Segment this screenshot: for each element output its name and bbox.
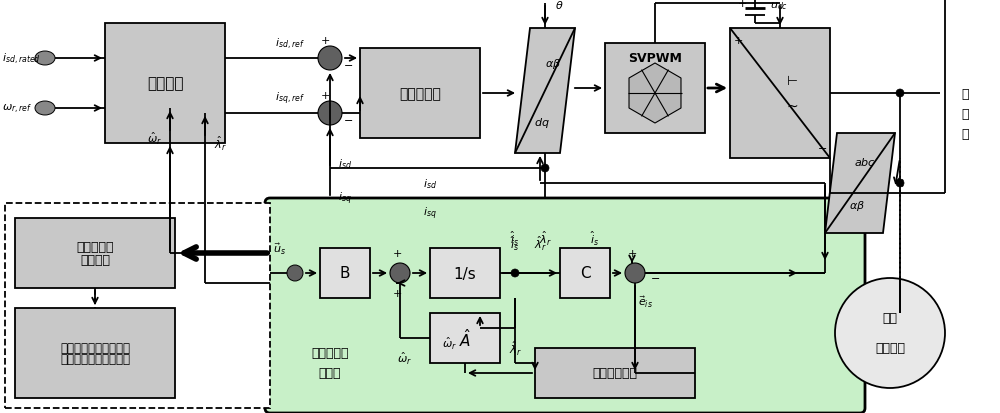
FancyBboxPatch shape	[560, 248, 610, 298]
Text: $-$: $-$	[817, 142, 827, 152]
Text: +: +	[733, 36, 743, 46]
Text: $\hat{\omega}_r$: $\hat{\omega}_r$	[442, 335, 458, 351]
Text: 连续域全阶: 连续域全阶	[311, 347, 349, 360]
Circle shape	[318, 102, 342, 126]
Text: +: +	[392, 288, 402, 298]
Circle shape	[625, 263, 645, 283]
Text: $i_{sd,ref}$: $i_{sd,ref}$	[275, 36, 305, 52]
Text: 电流调节器: 电流调节器	[399, 87, 441, 101]
FancyBboxPatch shape	[320, 248, 370, 298]
Text: $\vec{e}_{is}$: $\vec{e}_{is}$	[638, 294, 652, 309]
Text: $\alpha\beta$: $\alpha\beta$	[849, 199, 865, 212]
Text: SVPWM: SVPWM	[628, 52, 682, 65]
FancyBboxPatch shape	[605, 44, 705, 134]
Text: ~: ~	[786, 100, 798, 114]
Circle shape	[318, 47, 342, 71]
Text: $i_{sq}$: $i_{sq}$	[423, 205, 437, 222]
Polygon shape	[825, 134, 895, 233]
Text: 器: 器	[961, 127, 969, 140]
Text: $i_{sd,rated}$: $i_{sd,rated}$	[2, 51, 41, 66]
Text: 差、稳定性、计算量）: 差、稳定性、计算量）	[60, 353, 130, 366]
FancyBboxPatch shape	[730, 29, 830, 159]
Text: +: +	[392, 248, 402, 259]
Text: $\hat{i}_s$: $\hat{i}_s$	[590, 229, 600, 247]
Text: $\hat{\lambda}_r$: $\hat{\lambda}_r$	[539, 229, 551, 247]
Text: B: B	[340, 266, 350, 281]
Text: $\hat{i}_s$: $\hat{i}_s$	[510, 234, 520, 252]
Text: $dq$: $dq$	[534, 116, 550, 129]
Text: $abc$: $abc$	[854, 156, 876, 168]
Text: $\hat{\theta}$: $\hat{\theta}$	[555, 0, 564, 12]
Circle shape	[896, 180, 904, 188]
Text: $-$: $-$	[343, 114, 353, 124]
FancyBboxPatch shape	[265, 199, 865, 413]
Circle shape	[511, 269, 519, 277]
Polygon shape	[629, 64, 681, 124]
Text: $u_{dc}$: $u_{dc}$	[770, 0, 788, 12]
Text: 链观测器: 链观测器	[80, 253, 110, 266]
FancyBboxPatch shape	[430, 313, 500, 363]
Text: $i_{sd}$: $i_{sd}$	[338, 157, 352, 171]
Circle shape	[896, 90, 904, 98]
Text: $-$: $-$	[650, 271, 660, 281]
Text: $\vec{u}_s$: $\vec{u}_s$	[273, 241, 287, 256]
Ellipse shape	[35, 102, 55, 116]
Text: $\hat{i}_s$: $\hat{i}_s$	[510, 229, 520, 247]
Text: $i_{sq}$: $i_{sq}$	[338, 190, 352, 206]
Text: $\hat{A}$: $\hat{A}$	[459, 327, 471, 349]
Text: $\hat{\lambda}_r$: $\hat{\lambda}_r$	[214, 135, 226, 153]
Text: $\hat{\lambda}_r$: $\hat{\lambda}_r$	[534, 234, 546, 252]
Text: $\omega_{r,ref}$: $\omega_{r,ref}$	[2, 102, 32, 115]
Text: 离散全阶磁: 离散全阶磁	[76, 241, 114, 254]
FancyBboxPatch shape	[535, 348, 695, 398]
Text: 频: 频	[961, 107, 969, 120]
Text: 离散方法选取（离散误: 离散方法选取（离散误	[60, 341, 130, 354]
Ellipse shape	[35, 52, 55, 66]
Text: 高速: 高速	[883, 312, 898, 325]
Text: $\hat{\lambda}_r$: $\hat{\lambda}_r$	[509, 339, 521, 357]
Text: 变: 变	[961, 87, 969, 100]
Text: ⊢: ⊢	[787, 74, 797, 87]
Text: +: +	[737, 0, 747, 9]
Circle shape	[835, 278, 945, 388]
FancyBboxPatch shape	[105, 24, 225, 144]
FancyBboxPatch shape	[360, 49, 480, 139]
Text: $\alpha\beta$: $\alpha\beta$	[545, 57, 561, 71]
Text: +: +	[320, 91, 330, 101]
FancyBboxPatch shape	[5, 204, 270, 408]
Text: C: C	[580, 266, 590, 281]
Text: +: +	[627, 248, 637, 259]
Text: $\hat{\omega}_r$: $\hat{\omega}_r$	[147, 131, 163, 147]
Text: 转速自适应率: 转速自适应率	[592, 367, 638, 380]
FancyBboxPatch shape	[430, 248, 500, 298]
Text: 感应电机: 感应电机	[875, 342, 905, 355]
Polygon shape	[515, 29, 575, 154]
FancyBboxPatch shape	[15, 308, 175, 398]
Text: $-$: $-$	[343, 59, 353, 69]
FancyBboxPatch shape	[15, 218, 175, 288]
Text: $\hat{\omega}_r$: $\hat{\omega}_r$	[397, 350, 413, 366]
Text: $i_{sq,ref}$: $i_{sq,ref}$	[275, 90, 305, 107]
Circle shape	[541, 165, 549, 173]
Text: 观测器: 观测器	[319, 367, 341, 380]
Circle shape	[287, 266, 303, 281]
Circle shape	[390, 263, 410, 283]
Text: +: +	[320, 36, 330, 46]
Text: $i_{sd}$: $i_{sd}$	[423, 177, 437, 190]
Text: 1/s: 1/s	[454, 266, 476, 281]
Text: 弱磁控制: 弱磁控制	[147, 76, 183, 91]
